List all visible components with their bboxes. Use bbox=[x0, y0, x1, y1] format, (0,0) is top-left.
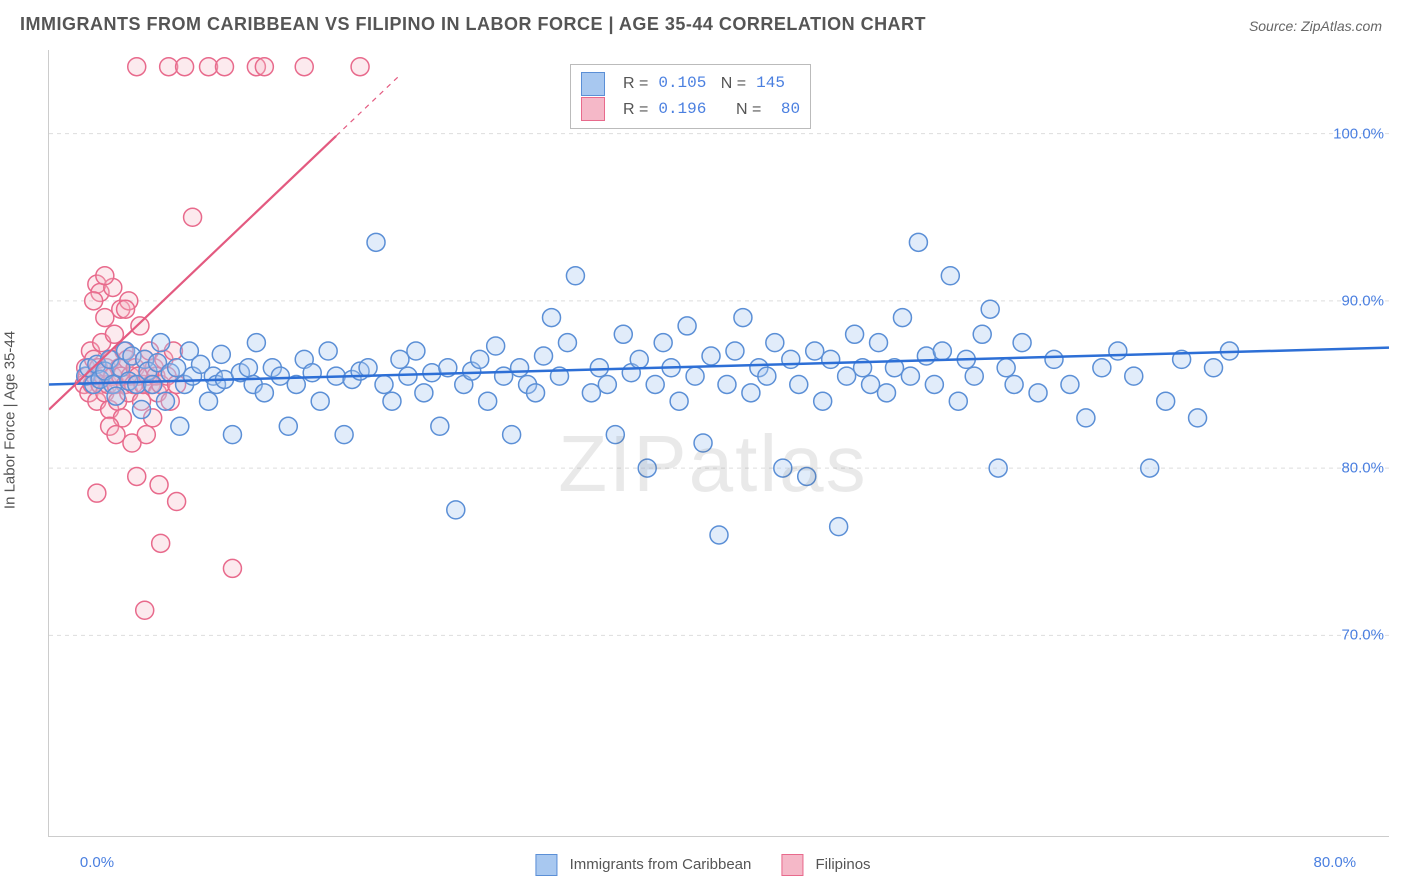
plot-area: ZIPatlas bbox=[48, 50, 1389, 837]
swatch-caribbean bbox=[581, 72, 605, 96]
chart-title: IMMIGRANTS FROM CARIBBEAN VS FILIPINO IN… bbox=[20, 14, 926, 35]
correlation-stats-box: R = 0.105 N = 145 R = 0.196 0 N = 80 bbox=[570, 64, 811, 129]
stat-n-label: N = bbox=[716, 71, 746, 97]
y-axis-label: In Labor Force | Age 35-44 bbox=[2, 331, 19, 509]
stats-row-a: R = 0.105 N = 145 bbox=[581, 71, 800, 97]
stat-n-b: 80 bbox=[771, 97, 800, 123]
swatch-caribbean bbox=[535, 854, 557, 876]
y-tick-label: 90.0% bbox=[1341, 292, 1384, 309]
x-tick-label-min: 0.0% bbox=[80, 854, 114, 871]
swatch-filipino bbox=[581, 97, 605, 121]
stat-r-b: 0.196 bbox=[658, 97, 706, 123]
legend-label-b: Filipinos bbox=[816, 856, 871, 873]
stat-n-a: 145 bbox=[756, 71, 785, 97]
stat-n-label: N = bbox=[736, 97, 761, 123]
scatter-svg bbox=[49, 50, 1389, 836]
legend-item-b: Filipinos bbox=[781, 854, 870, 876]
x-tick-label-max: 80.0% bbox=[1314, 854, 1357, 871]
swatch-filipino bbox=[781, 854, 803, 876]
stats-row-b: R = 0.196 0 N = 80 bbox=[581, 97, 800, 123]
source-label: Source: ZipAtlas.com bbox=[1249, 18, 1382, 34]
y-tick-label: 80.0% bbox=[1341, 460, 1384, 477]
stat-r-label: R = bbox=[623, 71, 648, 97]
y-tick-label: 100.0% bbox=[1333, 125, 1384, 142]
legend-item-a: Immigrants from Caribbean bbox=[535, 854, 751, 876]
stat-r-a: 0.105 bbox=[658, 71, 706, 97]
y-tick-label: 70.0% bbox=[1341, 627, 1384, 644]
legend-label-a: Immigrants from Caribbean bbox=[570, 856, 752, 873]
legend: Immigrants from Caribbean Filipinos bbox=[535, 854, 870, 876]
stat-r-label: R = bbox=[623, 97, 648, 123]
